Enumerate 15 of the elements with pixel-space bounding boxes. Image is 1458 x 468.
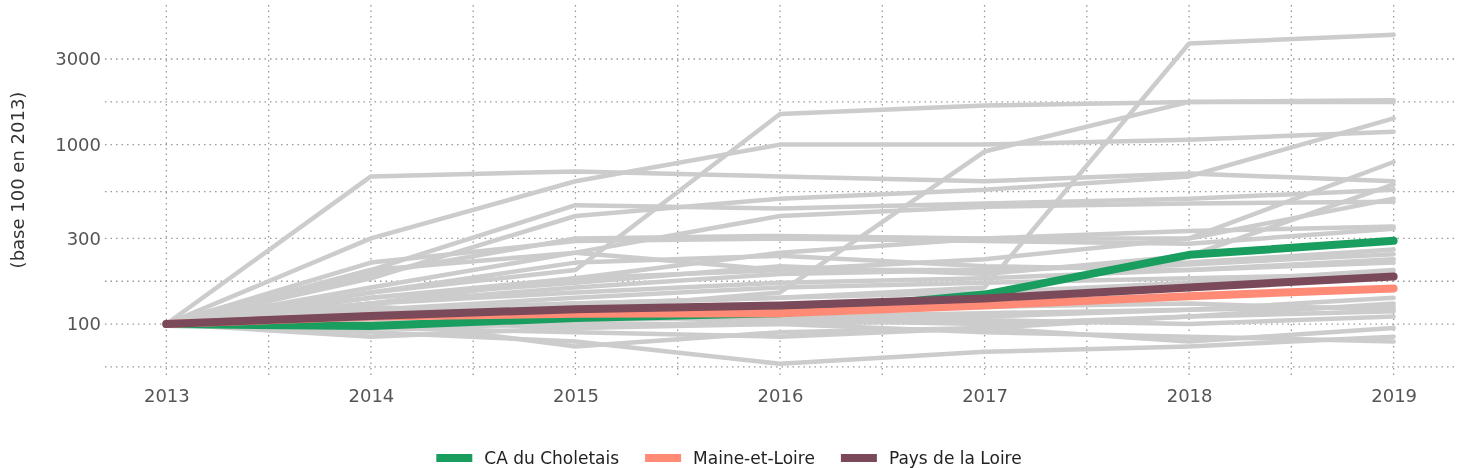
y-tick-label: 3000 [55, 48, 101, 70]
legend-label: Pays de la Loire [888, 448, 1022, 468]
x-tick-label: 2015 [553, 384, 599, 406]
y-tick-label: 1000 [55, 133, 101, 155]
y-axis-title: (base 100 en 2013) [7, 91, 28, 269]
legend-label: CA du Choletais [484, 448, 620, 468]
legend-label: Maine-et-Loire [693, 448, 815, 468]
x-tick-label: 2014 [348, 384, 395, 406]
x-tick-label: 2016 [757, 384, 804, 406]
y-tick-label: 300 [66, 227, 101, 249]
x-tick-label: 2013 [143, 384, 190, 406]
x-tick-label: 2017 [962, 384, 1008, 406]
x-tick-label: 2018 [1166, 384, 1213, 406]
x-tick-label: 2019 [1371, 384, 1418, 406]
y-tick-label: 100 [66, 313, 101, 335]
